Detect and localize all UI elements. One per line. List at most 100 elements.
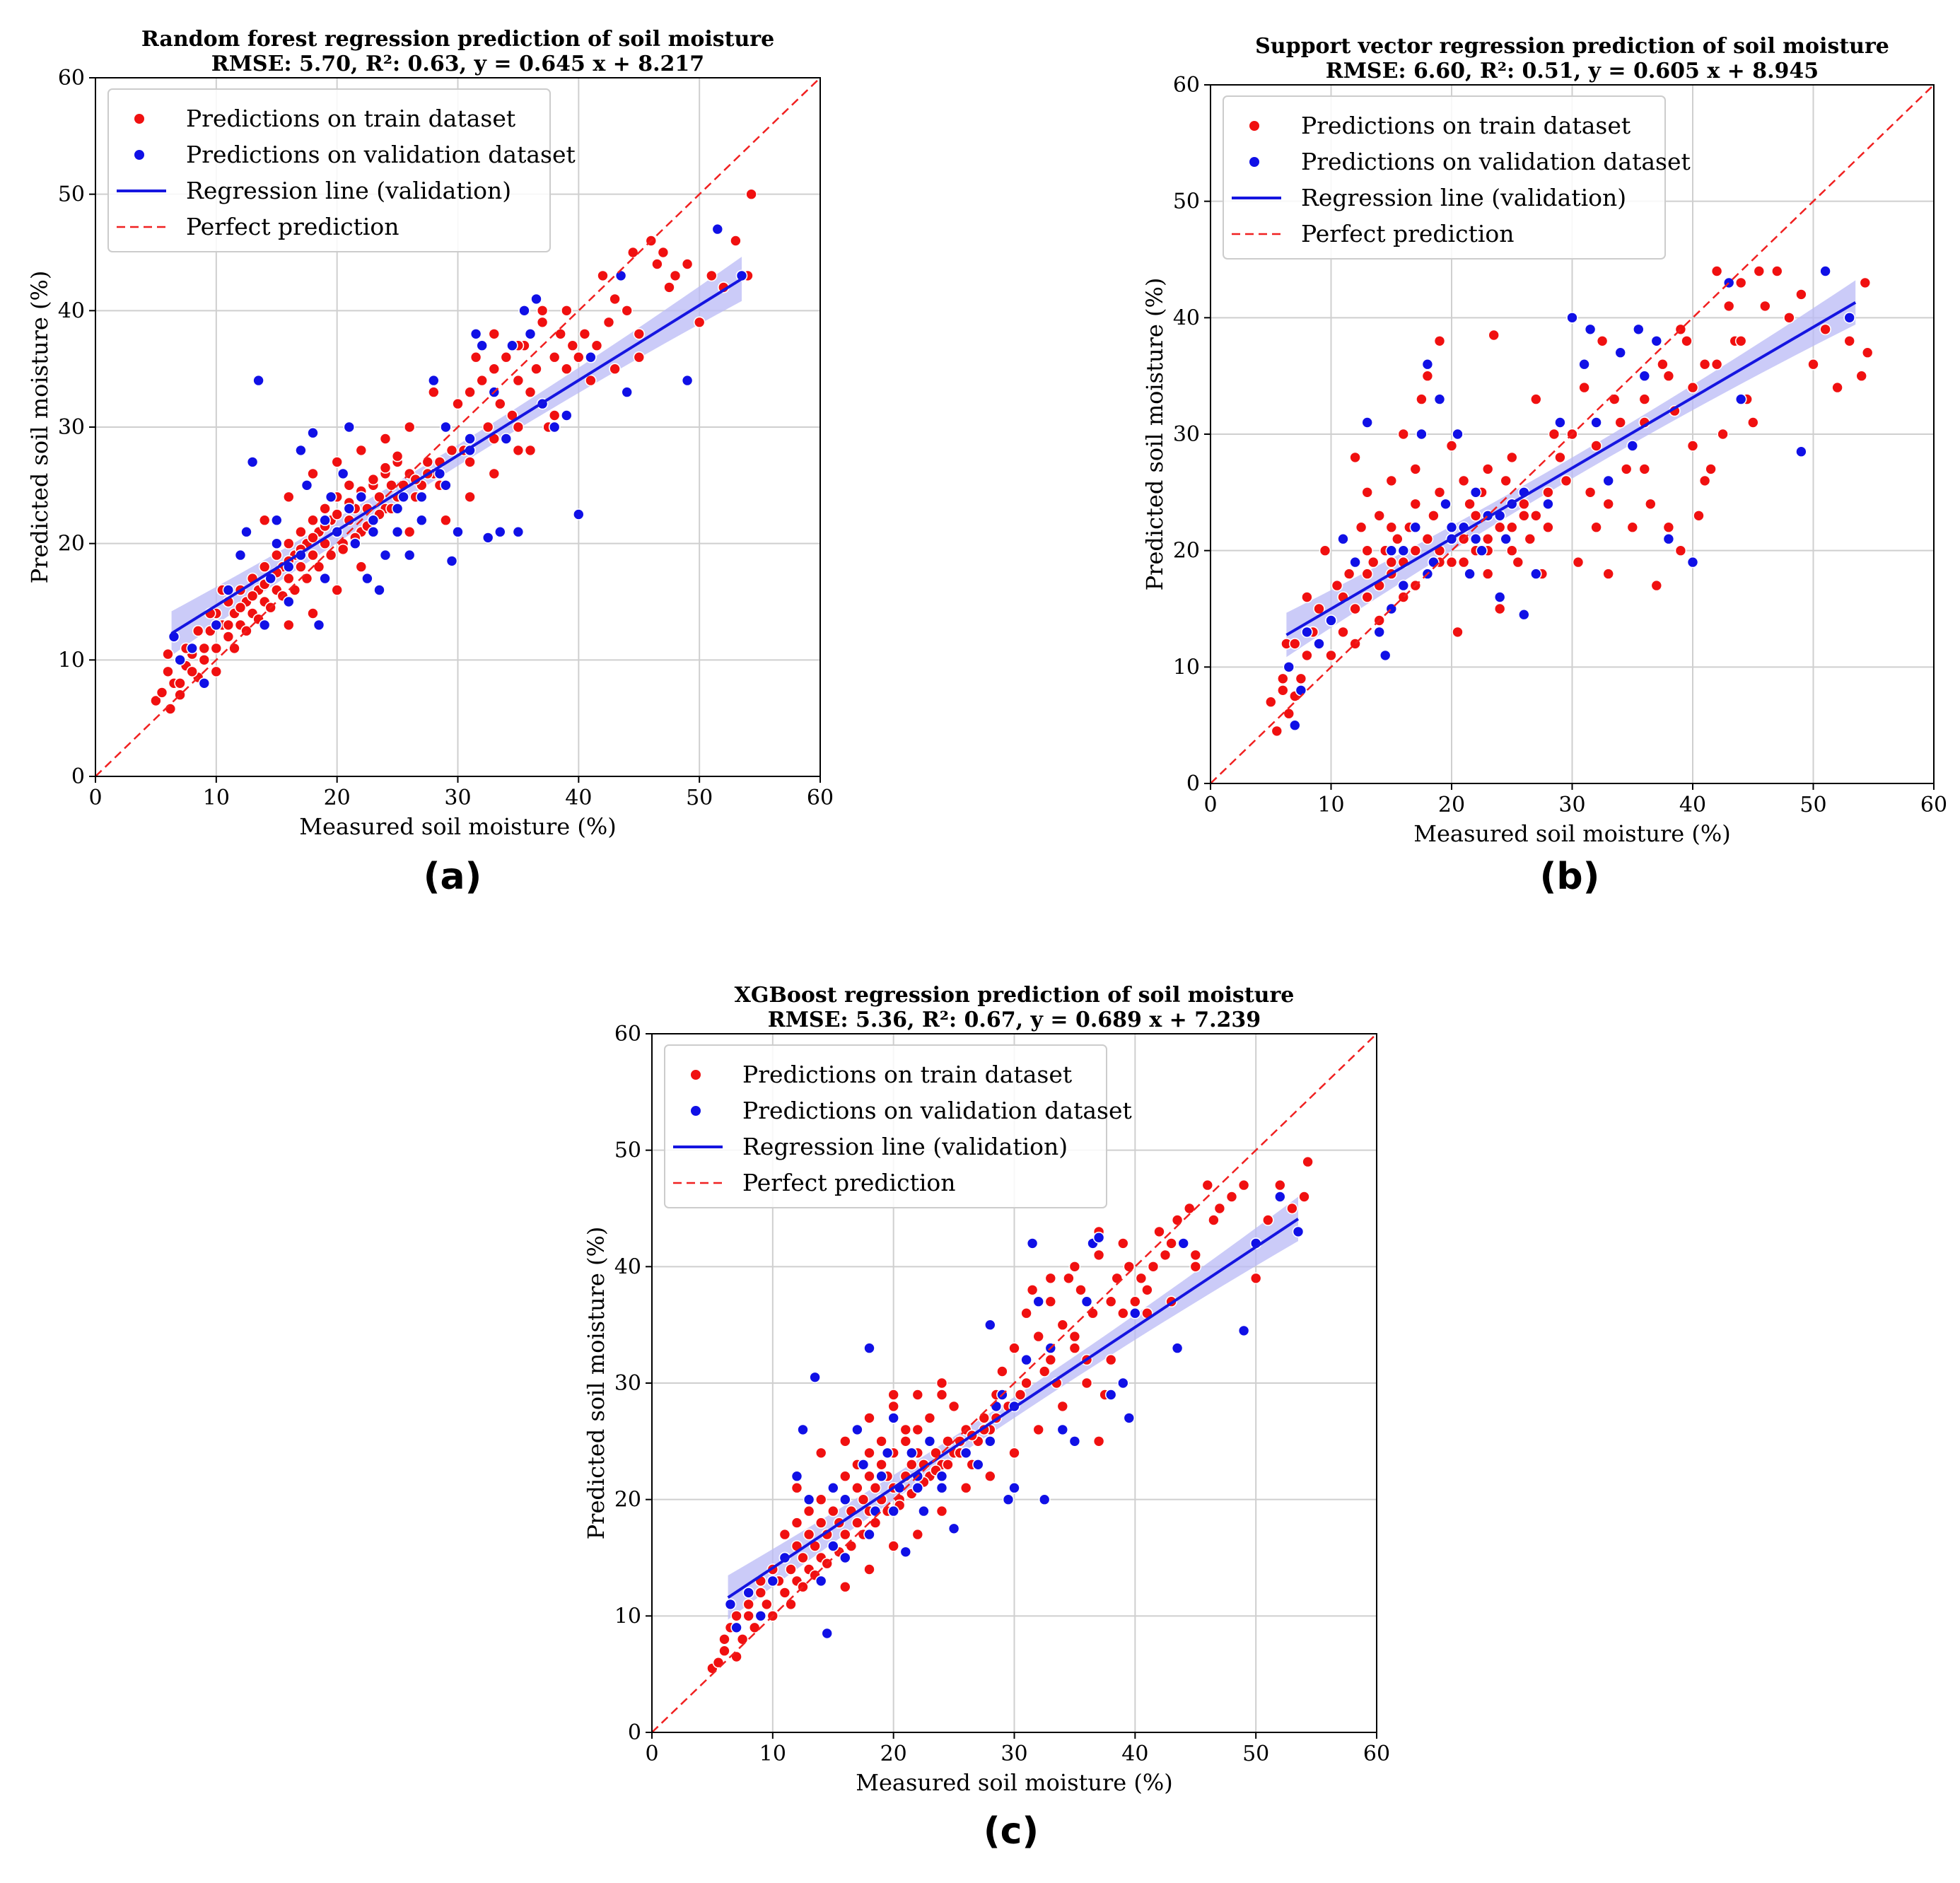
- x-tick-label: 10: [759, 1742, 786, 1766]
- train-point: [887, 1540, 899, 1552]
- train-point: [1104, 1295, 1117, 1307]
- train-point: [899, 1423, 912, 1436]
- chart-a: Random forest regression prediction of s…: [26, 27, 834, 840]
- train-point: [996, 1365, 1008, 1377]
- train-point: [1409, 463, 1422, 475]
- train-point: [1421, 370, 1434, 383]
- train-point: [839, 1470, 851, 1482]
- train-point: [1662, 521, 1675, 534]
- validation-point: [1614, 346, 1626, 359]
- train-point: [742, 1610, 754, 1622]
- train-point: [1373, 509, 1385, 522]
- train-point: [851, 1481, 863, 1494]
- x-tick-label: 0: [88, 786, 102, 810]
- train-point: [1602, 568, 1614, 580]
- train-point: [228, 642, 240, 655]
- train-point: [1469, 509, 1482, 522]
- train-point: [282, 537, 295, 550]
- train-point: [851, 1517, 863, 1529]
- train-point: [1183, 1202, 1196, 1215]
- train-point: [1265, 696, 1277, 709]
- validation-point: [1068, 1435, 1081, 1447]
- train-point: [464, 456, 476, 468]
- train-point: [730, 1610, 742, 1622]
- x-tick-label: 30: [1558, 793, 1585, 817]
- train-point: [288, 584, 301, 596]
- train-point: [1506, 521, 1518, 534]
- validation-point: [301, 479, 313, 491]
- validation-point: [1650, 334, 1663, 347]
- validation-point: [1554, 416, 1566, 429]
- train-point: [791, 1481, 803, 1494]
- regression-line: [1285, 301, 1857, 636]
- train-point: [464, 491, 476, 503]
- train-point: [633, 351, 646, 363]
- train-point: [1286, 1202, 1298, 1215]
- validation-point: [935, 1470, 948, 1482]
- train-point: [1493, 521, 1506, 534]
- validation-point: [839, 1493, 851, 1505]
- train-point: [1104, 1353, 1117, 1366]
- train-point: [1518, 509, 1530, 522]
- ticks: 0 10 20 30 40 50 60 0 10 20 30 40 50 60: [58, 66, 834, 810]
- train-point: [246, 590, 259, 602]
- train-point: [1165, 1237, 1177, 1249]
- train-point: [1722, 300, 1735, 313]
- train-point: [1783, 311, 1795, 324]
- train-point: [887, 1400, 899, 1413]
- train-point: [1481, 568, 1494, 580]
- legend-label: Predictions on train dataset: [186, 105, 515, 132]
- x-axis-label: Measured soil moisture (%): [1413, 820, 1731, 847]
- validation-point: [1476, 544, 1488, 557]
- train-point: [355, 561, 368, 573]
- validation-point: [530, 293, 542, 305]
- validation-point: [174, 653, 186, 666]
- train-point: [1452, 626, 1464, 639]
- train-point: [234, 601, 247, 614]
- validation-point: [518, 304, 530, 317]
- train-point: [1747, 416, 1759, 429]
- train-point: [899, 1435, 912, 1447]
- train-point: [803, 1505, 815, 1517]
- train-point: [839, 1528, 851, 1541]
- y-tick-label: 20: [1173, 539, 1200, 564]
- train-point: [663, 281, 675, 293]
- train-point: [1428, 509, 1440, 522]
- validation-point: [1686, 556, 1699, 569]
- legend-marker-train: [1249, 121, 1259, 131]
- train-point: [1645, 498, 1657, 511]
- validation-point: [391, 502, 404, 515]
- chart-subtitle: RMSE: 6.60, R²: 0.51, y = 0.605 x + 8.94…: [1326, 59, 1819, 83]
- validation-point: [464, 433, 476, 445]
- train-point: [590, 339, 603, 352]
- validation-point: [730, 1621, 742, 1634]
- train-point: [1506, 451, 1518, 464]
- train-point: [355, 444, 368, 457]
- train-point: [162, 648, 174, 660]
- legend-label: Predictions on train dataset: [1301, 112, 1631, 139]
- train-point: [343, 479, 356, 491]
- validation-point: [863, 1342, 875, 1354]
- validation-points: [1283, 265, 1855, 731]
- train-point: [1141, 1284, 1153, 1296]
- x-tick-label: 50: [1242, 1742, 1269, 1766]
- train-point: [1020, 1307, 1032, 1319]
- x-tick-label: 40: [1121, 1742, 1148, 1766]
- train-point: [1596, 334, 1609, 347]
- validation-point: [1542, 498, 1554, 511]
- train-point: [1189, 1249, 1202, 1261]
- train-point: [307, 532, 319, 544]
- train-point: [1771, 265, 1783, 277]
- train-point: [1433, 334, 1446, 347]
- y-tick-label: 10: [614, 1604, 641, 1628]
- perfect-prediction-line: [1210, 84, 1935, 784]
- train-point: [258, 561, 271, 573]
- train-point: [1710, 358, 1723, 371]
- train-point: [319, 502, 331, 515]
- train-point: [536, 304, 549, 317]
- train-point: [1518, 498, 1530, 511]
- validation-point: [1289, 719, 1301, 731]
- train-point: [186, 665, 199, 678]
- train-point: [1044, 1272, 1057, 1285]
